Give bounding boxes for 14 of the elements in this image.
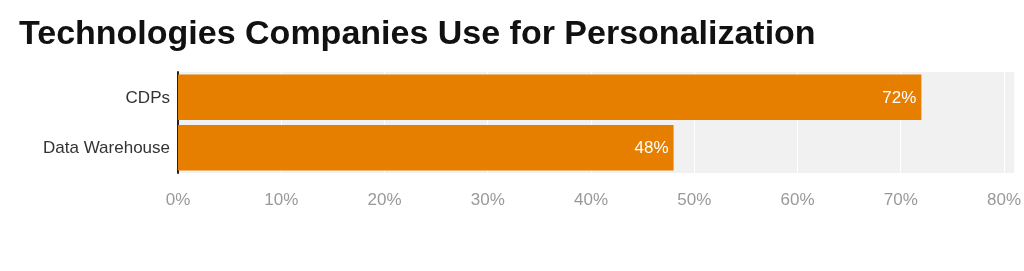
x-tick-label: 30%: [470, 190, 505, 209]
x-tick-label: 60%: [780, 190, 815, 209]
y-tick-label: CDPs: [125, 87, 170, 107]
x-tick-label: 70%: [883, 190, 918, 209]
x-tick-label: 40%: [573, 190, 609, 209]
data-label: 72%: [882, 87, 917, 107]
data-label: 48%: [634, 138, 669, 158]
x-tick-label: 0%: [165, 190, 191, 209]
x-tick-label: 80%: [986, 190, 1021, 209]
x-tick-label: 20%: [367, 190, 402, 209]
x-tick-label: 10%: [264, 190, 299, 209]
x-tick-label: 50%: [677, 190, 712, 209]
chart-title: Technologies Companies Use for Personalization: [19, 13, 816, 51]
y-tick-label: Data Warehouse: [43, 138, 170, 158]
